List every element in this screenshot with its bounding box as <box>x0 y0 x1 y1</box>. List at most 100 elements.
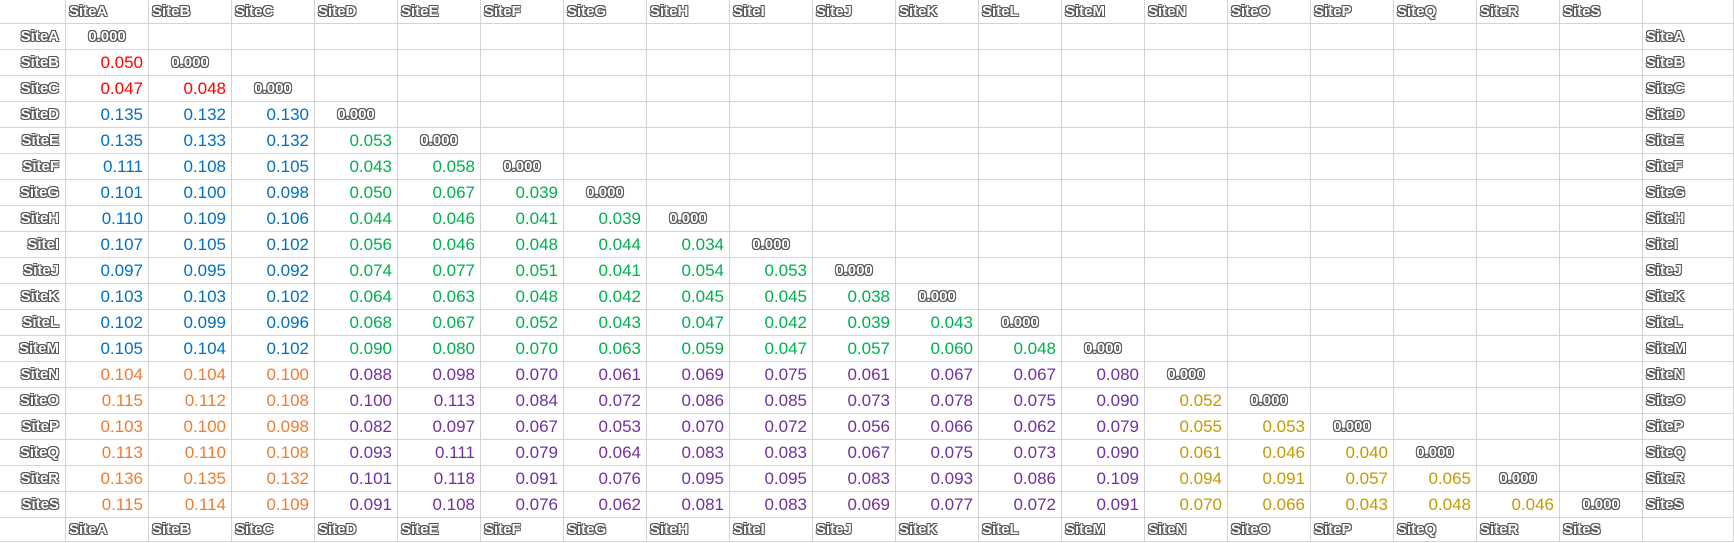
empty-cell[interactable] <box>398 50 481 76</box>
empty-cell[interactable] <box>1311 336 1394 362</box>
empty-cell[interactable] <box>1477 102 1560 128</box>
diagonal-cell[interactable]: 0.000 <box>813 258 896 284</box>
empty-cell[interactable] <box>1228 232 1311 258</box>
empty-cell[interactable] <box>1394 284 1477 310</box>
empty-cell[interactable] <box>1228 102 1311 128</box>
empty-cell[interactable] <box>1560 180 1643 206</box>
distance-cell[interactable]: 0.095 <box>730 466 813 492</box>
empty-cell[interactable] <box>1311 154 1394 180</box>
distance-cell[interactable]: 0.072 <box>564 388 647 414</box>
empty-cell[interactable] <box>1311 284 1394 310</box>
empty-cell[interactable] <box>813 232 896 258</box>
empty-cell[interactable] <box>647 24 730 50</box>
distance-cell[interactable]: 0.067 <box>398 310 481 336</box>
empty-cell[interactable] <box>896 180 979 206</box>
empty-cell[interactable] <box>1145 154 1228 180</box>
empty-cell[interactable] <box>1145 310 1228 336</box>
empty-cell[interactable] <box>896 50 979 76</box>
empty-cell[interactable] <box>647 76 730 102</box>
row-header[interactable]: SiteD <box>0 102 66 128</box>
empty-cell[interactable] <box>398 102 481 128</box>
empty-cell[interactable] <box>730 24 813 50</box>
empty-cell[interactable] <box>1228 154 1311 180</box>
distance-cell[interactable]: 0.067 <box>481 414 564 440</box>
empty-cell[interactable] <box>979 258 1062 284</box>
empty-cell[interactable] <box>647 154 730 180</box>
empty-cell[interactable] <box>979 206 1062 232</box>
empty-cell[interactable] <box>1560 102 1643 128</box>
diagonal-cell[interactable]: 0.000 <box>315 102 398 128</box>
column-header[interactable]: SiteS <box>1560 0 1643 24</box>
diagonal-cell[interactable]: 0.000 <box>979 310 1062 336</box>
distance-cell[interactable]: 0.063 <box>398 284 481 310</box>
distance-cell[interactable]: 0.090 <box>1062 388 1145 414</box>
empty-cell[interactable] <box>1311 258 1394 284</box>
empty-cell[interactable] <box>896 232 979 258</box>
empty-cell[interactable] <box>1145 336 1228 362</box>
distance-cell[interactable]: 0.091 <box>315 492 398 518</box>
row-header-right[interactable]: SiteB <box>1643 50 1734 76</box>
distance-cell[interactable]: 0.101 <box>315 466 398 492</box>
distance-cell[interactable]: 0.099 <box>149 310 232 336</box>
distance-cell[interactable]: 0.108 <box>398 492 481 518</box>
empty-cell[interactable] <box>1062 76 1145 102</box>
distance-cell[interactable]: 0.060 <box>896 336 979 362</box>
distance-cell[interactable]: 0.073 <box>979 440 1062 466</box>
empty-cell[interactable] <box>1560 232 1643 258</box>
row-header-right[interactable]: SiteJ <box>1643 258 1734 284</box>
empty-cell[interactable] <box>1145 284 1228 310</box>
column-footer[interactable]: SiteN <box>1145 518 1228 542</box>
column-header[interactable]: SiteJ <box>813 0 896 24</box>
column-footer[interactable]: SiteH <box>647 518 730 542</box>
distance-cell[interactable]: 0.093 <box>315 440 398 466</box>
distance-cell[interactable]: 0.053 <box>1228 414 1311 440</box>
empty-cell[interactable] <box>1394 388 1477 414</box>
empty-cell[interactable] <box>1311 388 1394 414</box>
empty-cell[interactable] <box>1560 284 1643 310</box>
distance-cell[interactable]: 0.083 <box>647 440 730 466</box>
diagonal-cell[interactable]: 0.000 <box>1394 440 1477 466</box>
distance-cell[interactable]: 0.045 <box>647 284 730 310</box>
distance-cell[interactable]: 0.048 <box>481 232 564 258</box>
empty-cell[interactable] <box>232 50 315 76</box>
empty-cell[interactable] <box>896 24 979 50</box>
row-header-right[interactable]: SiteN <box>1643 362 1734 388</box>
empty-cell[interactable] <box>896 102 979 128</box>
distance-cell[interactable]: 0.067 <box>896 362 979 388</box>
column-header[interactable]: SiteK <box>896 0 979 24</box>
empty-cell[interactable] <box>1477 258 1560 284</box>
distance-cell[interactable]: 0.045 <box>730 284 813 310</box>
distance-cell[interactable]: 0.072 <box>730 414 813 440</box>
distance-cell[interactable]: 0.135 <box>149 466 232 492</box>
distance-cell[interactable]: 0.076 <box>564 466 647 492</box>
empty-cell[interactable] <box>813 154 896 180</box>
column-footer[interactable]: SiteK <box>896 518 979 542</box>
empty-cell[interactable] <box>1394 414 1477 440</box>
empty-cell[interactable] <box>1560 24 1643 50</box>
distance-cell[interactable]: 0.053 <box>730 258 813 284</box>
empty-cell[interactable] <box>1062 154 1145 180</box>
distance-cell[interactable]: 0.076 <box>481 492 564 518</box>
distance-cell[interactable]: 0.080 <box>1062 362 1145 388</box>
row-header-right[interactable]: SiteH <box>1643 206 1734 232</box>
distance-cell[interactable]: 0.109 <box>149 206 232 232</box>
distance-cell[interactable]: 0.070 <box>481 336 564 362</box>
distance-cell[interactable]: 0.050 <box>66 50 149 76</box>
empty-cell[interactable] <box>1228 128 1311 154</box>
empty-cell[interactable] <box>564 102 647 128</box>
empty-cell[interactable] <box>813 180 896 206</box>
distance-cell[interactable]: 0.084 <box>481 388 564 414</box>
distance-cell[interactable]: 0.064 <box>564 440 647 466</box>
empty-cell[interactable] <box>647 180 730 206</box>
empty-cell[interactable] <box>1477 76 1560 102</box>
distance-cell[interactable]: 0.102 <box>232 232 315 258</box>
empty-cell[interactable] <box>813 102 896 128</box>
distance-cell[interactable]: 0.102 <box>232 336 315 362</box>
distance-cell[interactable]: 0.109 <box>232 492 315 518</box>
row-header[interactable]: SiteE <box>0 128 66 154</box>
distance-cell[interactable]: 0.042 <box>730 310 813 336</box>
empty-cell[interactable] <box>979 76 1062 102</box>
distance-cell[interactable]: 0.082 <box>315 414 398 440</box>
empty-cell[interactable] <box>979 102 1062 128</box>
distance-cell[interactable]: 0.052 <box>481 310 564 336</box>
